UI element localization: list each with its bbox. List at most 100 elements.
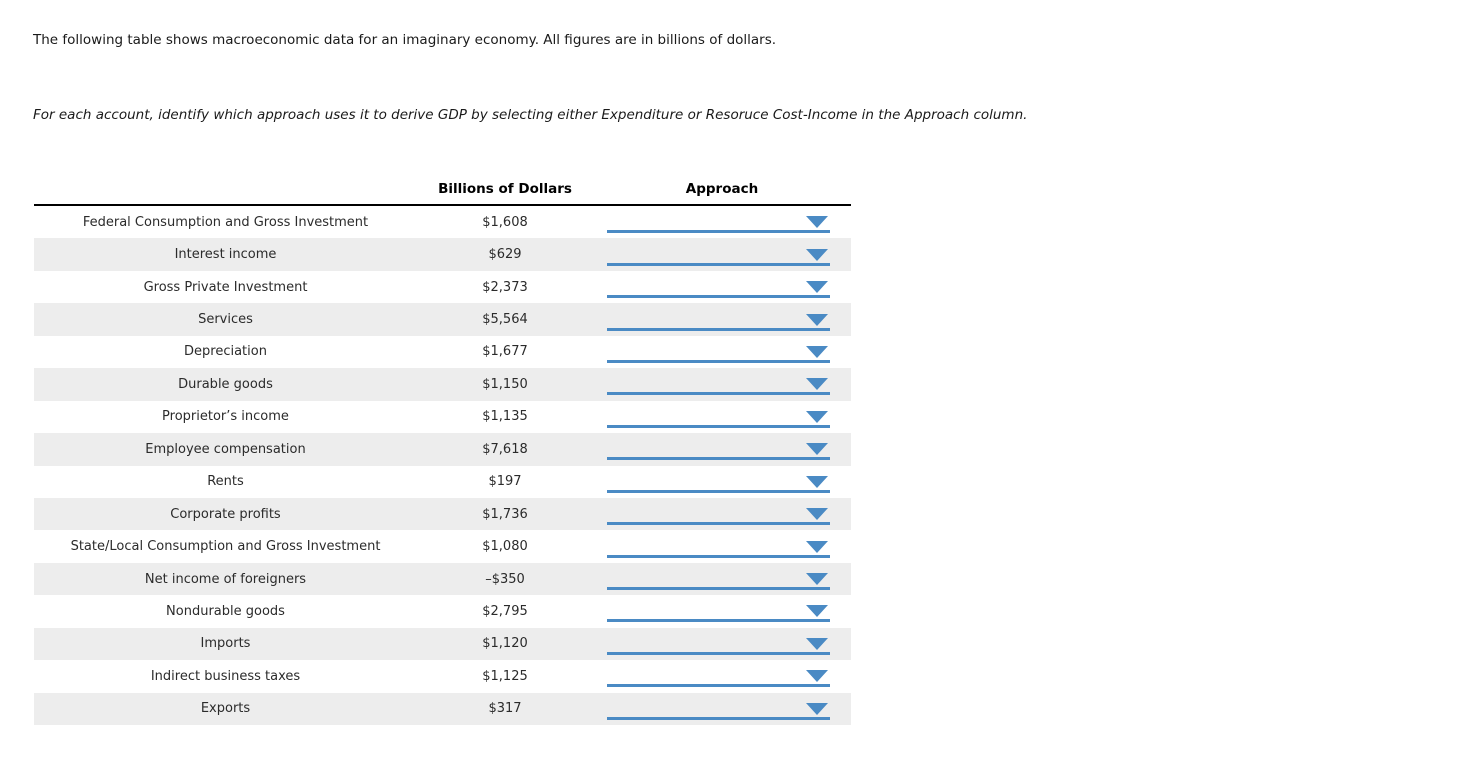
row-label: Corporate profits bbox=[170, 506, 281, 522]
row-value: $5,564 bbox=[482, 312, 528, 328]
approach-cell bbox=[593, 471, 851, 493]
row-value: $629 bbox=[488, 247, 522, 263]
row-label: Rents bbox=[207, 474, 244, 490]
table-row: Net income of foreigners –$350 bbox=[34, 562, 851, 596]
table-row: Rents $197 bbox=[34, 466, 851, 498]
row-label: Proprietor’s income bbox=[162, 409, 289, 425]
table-row: Federal Consumption and Gross Investment… bbox=[34, 206, 851, 238]
row-value: $1,120 bbox=[482, 636, 528, 652]
caret-down-icon bbox=[806, 216, 828, 229]
approach-cell bbox=[593, 536, 851, 558]
row-value: $317 bbox=[488, 701, 522, 717]
caret-down-icon bbox=[806, 637, 828, 650]
row-label: Services bbox=[198, 312, 253, 328]
approach-cell bbox=[593, 600, 851, 623]
caret-down-icon bbox=[806, 540, 828, 553]
row-label: Gross Private Investment bbox=[143, 279, 308, 295]
caret-down-icon bbox=[806, 573, 828, 586]
approach-dropdown[interactable] bbox=[607, 665, 830, 688]
row-label: Interest income bbox=[174, 247, 277, 263]
row-label: Imports bbox=[200, 636, 251, 652]
row-value: $1,125 bbox=[482, 668, 528, 684]
row-value: $1,150 bbox=[482, 376, 528, 392]
approach-cell bbox=[593, 406, 851, 428]
approach-dropdown[interactable] bbox=[607, 698, 830, 720]
approach-cell bbox=[593, 503, 851, 526]
caret-down-icon bbox=[806, 605, 828, 618]
row-label: Federal Consumption and Gross Investment bbox=[82, 214, 369, 230]
table-row: Gross Private Investment $2,373 bbox=[34, 271, 851, 303]
row-value: –$350 bbox=[485, 571, 525, 587]
approach-cell bbox=[593, 373, 851, 396]
approach-dropdown[interactable] bbox=[607, 244, 830, 266]
column-header-approach: Approach bbox=[685, 181, 759, 197]
approach-dropdown[interactable] bbox=[607, 211, 830, 234]
table-header-row: Billions of Dollars Approach bbox=[34, 181, 851, 206]
row-value: $7,618 bbox=[482, 441, 528, 457]
approach-dropdown[interactable] bbox=[607, 276, 830, 299]
row-value: $1,677 bbox=[482, 344, 528, 360]
table-row: Proprietor’s income $1,135 bbox=[34, 401, 851, 433]
row-label: Indirect business taxes bbox=[150, 668, 301, 684]
caret-down-icon bbox=[806, 443, 828, 456]
caret-down-icon bbox=[806, 281, 828, 294]
row-label: Exports bbox=[200, 701, 251, 717]
approach-dropdown[interactable] bbox=[607, 373, 830, 396]
approach-cell bbox=[593, 665, 851, 688]
intro-text: The following table shows macroeconomic … bbox=[33, 31, 777, 48]
row-label: Employee compensation bbox=[145, 441, 306, 457]
row-value: $2,373 bbox=[482, 279, 528, 295]
approach-cell bbox=[593, 309, 851, 331]
row-value: $1,135 bbox=[482, 409, 528, 425]
approach-cell bbox=[593, 341, 851, 363]
approach-dropdown[interactable] bbox=[607, 406, 830, 428]
caret-down-icon bbox=[806, 410, 828, 423]
table-row: State/Local Consumption and Gross Invest… bbox=[34, 530, 851, 562]
table-row: Employee compensation $7,618 bbox=[34, 433, 851, 466]
table-row: Services $5,564 bbox=[34, 303, 851, 336]
table-row: Depreciation $1,677 bbox=[34, 336, 851, 368]
row-value: $1,080 bbox=[482, 539, 528, 555]
column-header-billions-of-dollars: Billions of Dollars bbox=[438, 181, 572, 197]
caret-down-icon bbox=[806, 475, 828, 488]
instruction-text: For each account, identify which approac… bbox=[33, 106, 1028, 123]
row-value: $1,736 bbox=[482, 506, 528, 522]
approach-dropdown[interactable] bbox=[607, 471, 830, 493]
approach-cell bbox=[593, 276, 851, 299]
caret-down-icon bbox=[806, 248, 828, 261]
caret-down-icon bbox=[806, 670, 828, 683]
approach-dropdown[interactable] bbox=[607, 568, 830, 591]
approach-dropdown[interactable] bbox=[607, 341, 830, 363]
approach-cell bbox=[593, 438, 851, 461]
approach-cell bbox=[593, 211, 851, 234]
approach-cell bbox=[593, 633, 851, 655]
caret-down-icon bbox=[806, 345, 828, 358]
approach-cell bbox=[593, 698, 851, 720]
approach-dropdown[interactable] bbox=[607, 536, 830, 558]
table-row: Interest income $629 bbox=[34, 238, 851, 271]
approach-cell bbox=[593, 568, 851, 591]
table-body: Federal Consumption and Gross Investment… bbox=[34, 206, 851, 725]
row-label: Net income of foreigners bbox=[144, 571, 307, 587]
row-value: $2,795 bbox=[482, 603, 528, 619]
row-value: $1,608 bbox=[482, 214, 528, 230]
gdp-accounts-table: Billions of Dollars Approach Federal Con… bbox=[34, 181, 851, 725]
approach-dropdown[interactable] bbox=[607, 438, 830, 461]
table-row: Nondurable goods $2,795 bbox=[34, 595, 851, 627]
approach-dropdown[interactable] bbox=[607, 309, 830, 331]
table-row: Durable goods $1,150 bbox=[34, 368, 851, 401]
caret-down-icon bbox=[806, 702, 828, 715]
table-row: Corporate profits $1,736 bbox=[34, 497, 851, 531]
approach-cell bbox=[593, 244, 851, 266]
row-label: Durable goods bbox=[178, 376, 273, 392]
table-row: Imports $1,120 bbox=[34, 627, 851, 661]
row-label: Depreciation bbox=[184, 344, 267, 360]
approach-dropdown[interactable] bbox=[607, 600, 830, 623]
caret-down-icon bbox=[806, 508, 828, 521]
table-row: Exports $317 bbox=[34, 692, 851, 725]
approach-dropdown[interactable] bbox=[607, 503, 830, 526]
approach-dropdown[interactable] bbox=[607, 633, 830, 655]
caret-down-icon bbox=[806, 313, 828, 326]
row-label: State/Local Consumption and Gross Invest… bbox=[70, 539, 381, 555]
caret-down-icon bbox=[806, 378, 828, 391]
